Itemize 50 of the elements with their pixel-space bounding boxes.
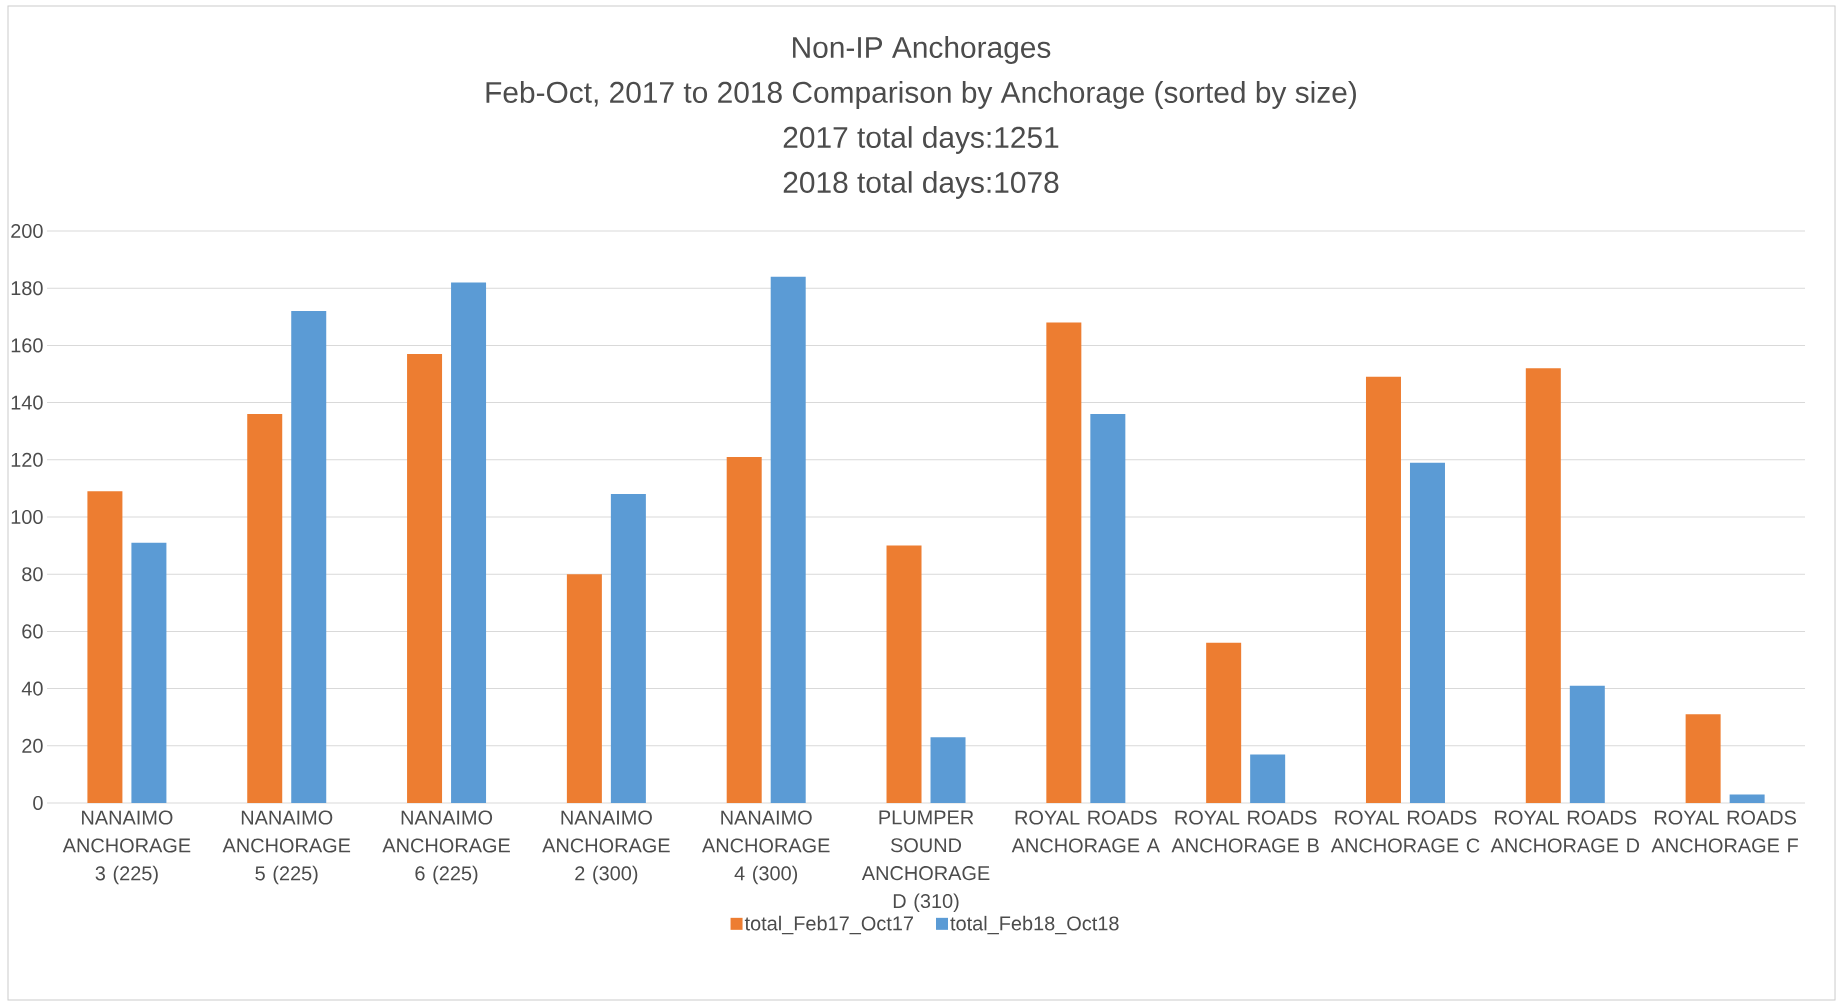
- bar: [1409, 462, 1445, 803]
- y-tick-label: 40: [21, 681, 43, 696]
- chart-title: Non-IP Anchorages: [793, 36, 1051, 64]
- bar: [770, 276, 806, 803]
- y-tick-label: 80: [22, 567, 43, 582]
- bar: [291, 311, 327, 803]
- bar: [1250, 754, 1286, 803]
- x-tick-label: ROYAL ROADS ANCHORAGE A: [1011, 810, 1160, 853]
- x-tick-label: ROYAL ROADS ANCHORAGE C: [1330, 810, 1480, 853]
- bar: [1365, 376, 1401, 803]
- x-tick-label: NANAIMO ANCHORAGE 5 (225): [222, 810, 351, 885]
- bar: [247, 414, 283, 803]
- y-tick-label: 100: [11, 509, 43, 525]
- bar: [1206, 642, 1242, 803]
- bar: [726, 456, 762, 803]
- bar: [1729, 794, 1765, 803]
- y-tick-label: 200: [11, 223, 43, 239]
- bar: [1569, 685, 1605, 803]
- text: 2018 total days:1078: [783, 171, 1059, 199]
- bar: [131, 542, 167, 803]
- bar: [407, 353, 443, 803]
- x-tick-label: ROYAL ROADS ANCHORAGE D: [1490, 810, 1640, 853]
- bar: [1525, 368, 1561, 803]
- legend-label: total_Feb18_Oct18: [950, 915, 1119, 935]
- text: 2017 total days:1251: [783, 126, 1059, 154]
- chart-subtitle: Feb-Oct, 2017 to 2018 Comparison by Anchorage (sorted by size): [486, 81, 1356, 109]
- legend-label: total_Feb17_Oct17: [744, 915, 914, 935]
- bar: [87, 491, 123, 803]
- bar: [610, 494, 646, 803]
- bar: [1090, 414, 1126, 803]
- x-tick-label: NANAIMO ANCHORAGE 2 (300): [542, 810, 670, 885]
- bar: [1046, 322, 1082, 803]
- y-tick-label: 60: [22, 624, 43, 639]
- y-tick-label: 20: [22, 738, 43, 753]
- x-tick-label: NANAIMO ANCHORAGE 4 (300): [702, 810, 830, 885]
- y-tick-label: 0: [33, 795, 43, 811]
- bar: [886, 545, 922, 803]
- x-tick-label: ROYAL ROADS ANCHORAGE F: [1651, 810, 1798, 853]
- x-tick-label: PLUMPER SOUND ANCHORAGE D (310): [861, 810, 990, 913]
- bar: [566, 574, 602, 803]
- y-tick-label: 160: [11, 338, 43, 353]
- x-tick-label: NANAIMO ANCHORAGE 3 (225): [62, 810, 191, 885]
- y-tick-label: 140: [11, 395, 43, 410]
- y-tick-label: 180: [11, 281, 43, 296]
- bar: [1685, 714, 1721, 803]
- x-tick-label: ROYAL ROADS ANCHORAGE B: [1171, 810, 1319, 853]
- bar: [930, 737, 966, 803]
- bar: [451, 282, 487, 803]
- x-tick-label: NANAIMO ANCHORAGE 6 (225): [382, 810, 510, 885]
- y-tick-label: 120: [11, 452, 43, 467]
